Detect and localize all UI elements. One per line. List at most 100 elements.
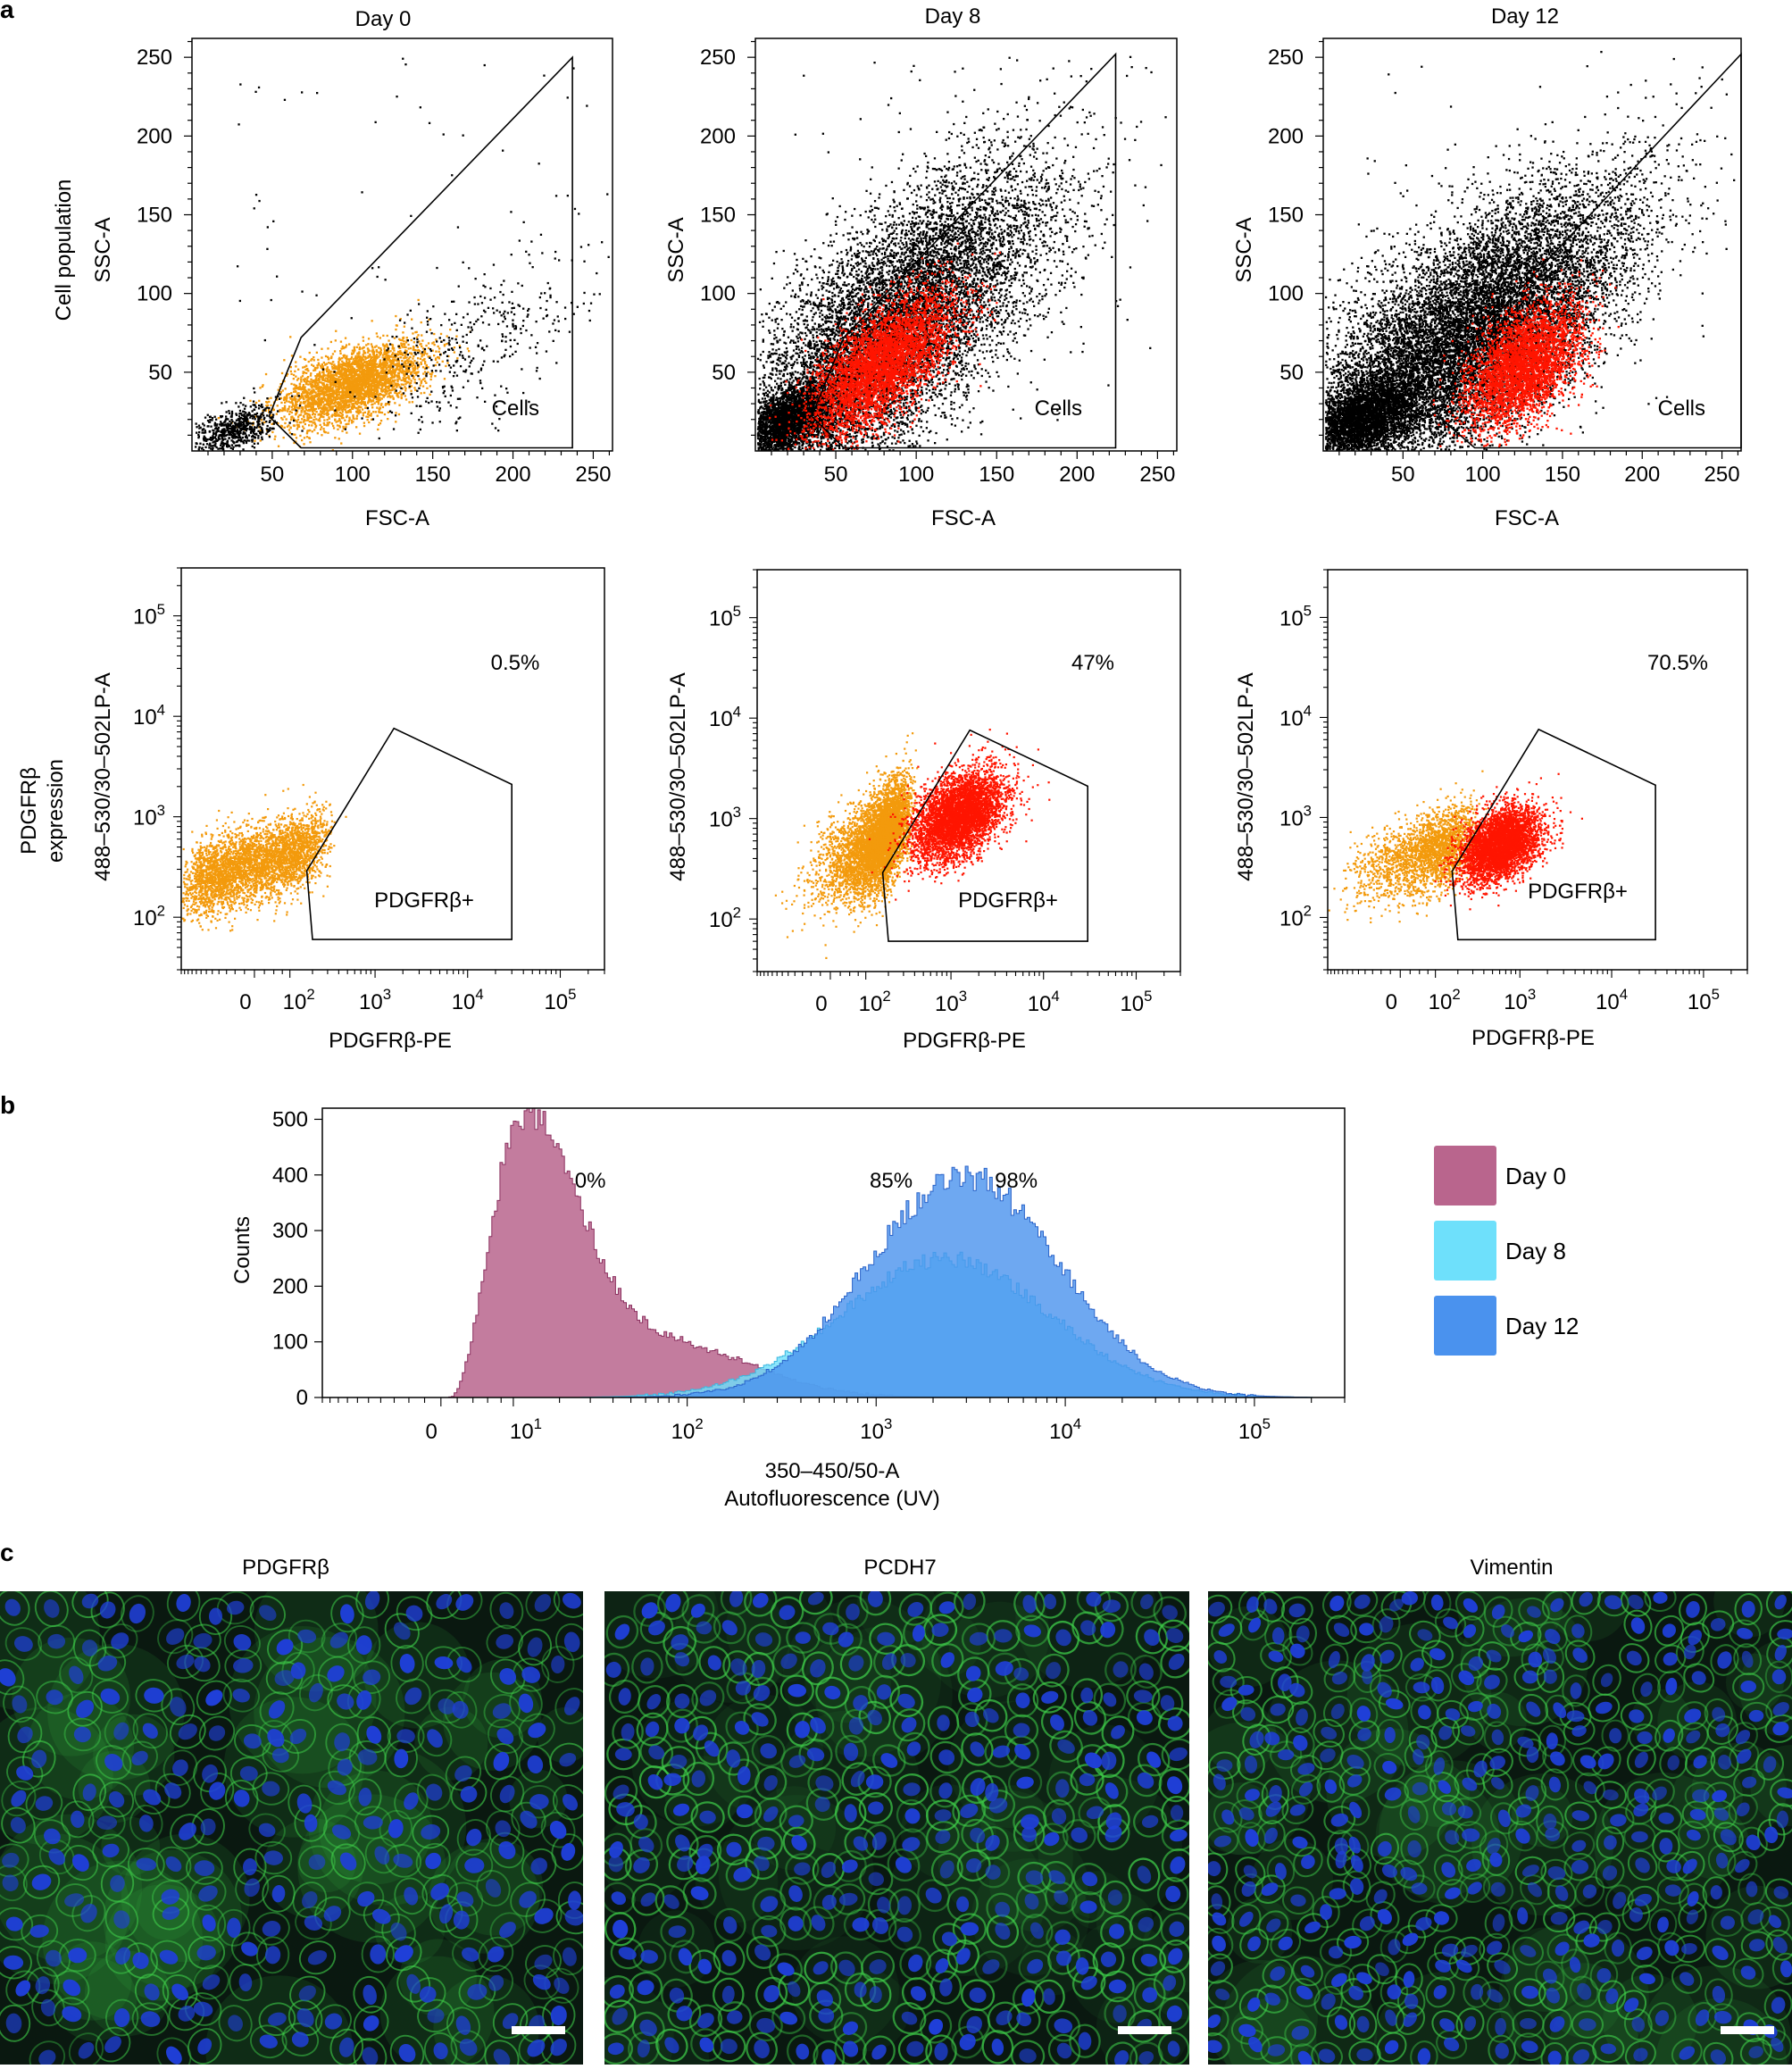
y-tick-label: 104 xyxy=(133,701,165,730)
y-tick-label: 200 xyxy=(700,124,736,148)
y-tick-label: 200 xyxy=(272,1274,308,1298)
y-tick-label: 102 xyxy=(133,902,165,930)
x-tick-label: 200 xyxy=(496,463,531,487)
y-axis-label: SSC-A xyxy=(1232,217,1256,282)
plot-title: Day 12 xyxy=(1491,4,1559,29)
legend: Day 0 Day 8 Day 12 xyxy=(1434,1146,1579,1356)
x-axis-label: FSC-A xyxy=(931,506,996,530)
row-label: Cell population xyxy=(52,179,76,321)
scatter-day0-pdgfrb: PDGFRβ expression 488–530/30–502LP-A PDG… xyxy=(17,568,604,1053)
y-tick-label: 300 xyxy=(272,1219,308,1243)
micrograph-pdgfrb xyxy=(0,1591,583,2065)
y-tick-label: 100 xyxy=(272,1331,308,1355)
y-tick-label: 104 xyxy=(709,703,741,731)
x-tick-label: 103 xyxy=(935,988,967,1016)
percent-label: 0.5% xyxy=(491,651,540,675)
y-tick-label: 150 xyxy=(700,203,736,227)
x-tick-label: 150 xyxy=(979,463,1014,487)
legend-label-day8: Day 8 xyxy=(1505,1238,1566,1264)
y-tick-label: 105 xyxy=(133,601,165,630)
y-tick-label: 102 xyxy=(709,904,741,932)
y-tick-label: 50 xyxy=(1279,361,1304,385)
x-tick-label: 103 xyxy=(860,1415,892,1444)
y-tick-label: 105 xyxy=(1279,603,1312,631)
x-tick-label: 250 xyxy=(1704,463,1740,487)
percent-label: 98% xyxy=(995,1169,1038,1193)
x-tick-label: 50 xyxy=(261,463,285,487)
x-tick-label: 103 xyxy=(1504,986,1536,1014)
scale-bar xyxy=(1118,2026,1171,2034)
x-tick-label: 105 xyxy=(1238,1415,1271,1444)
percent-label: 85% xyxy=(870,1169,913,1193)
y-tick-label: 100 xyxy=(137,282,172,306)
x-tick-label: 200 xyxy=(1059,463,1095,487)
x-tick-label: 250 xyxy=(575,463,611,487)
micrograph-vimentin xyxy=(1208,1591,1792,2065)
y-axis-label: SSC-A xyxy=(664,217,688,282)
y-tick-label: 200 xyxy=(1268,124,1304,148)
x-tick-label: 104 xyxy=(1028,988,1060,1016)
x-tick-label: 105 xyxy=(1120,988,1152,1016)
row-label-line-2: expression xyxy=(44,759,68,863)
gate-label: PDGFRβ+ xyxy=(958,889,1058,913)
gate-label: PDGFRβ+ xyxy=(1528,880,1628,904)
x-axis-label: PDGFRβ-PE xyxy=(329,1029,452,1053)
scale-bar xyxy=(512,2026,565,2034)
y-tick-label: 103 xyxy=(709,804,741,832)
panel-label-a: a xyxy=(0,0,14,23)
x-tick-label: 104 xyxy=(1596,986,1628,1014)
autofluorescence-histogram: Counts 350–450/50-A Autofluorescence (UV… xyxy=(230,1107,1579,1511)
x-tick-label: 100 xyxy=(898,463,934,487)
x-tick-label: 250 xyxy=(1139,463,1175,487)
legend-swatch-day12 xyxy=(1434,1296,1496,1356)
y-tick-label: 150 xyxy=(137,203,172,227)
y-tick-label: 103 xyxy=(133,802,165,830)
percent-label: 70.5% xyxy=(1647,651,1708,675)
y-tick-label: 102 xyxy=(1279,903,1312,931)
y-tick-label: 250 xyxy=(700,46,736,70)
x-tick-label: 105 xyxy=(544,986,576,1014)
micro-title-pdgfrb: PDGFRβ xyxy=(242,1556,329,1580)
x-tick-label: 150 xyxy=(1545,463,1580,487)
x-axis-label: PDGFRβ-PE xyxy=(903,1029,1026,1053)
gate-label: Cells xyxy=(492,396,539,421)
scatter-day0-fsc-ssc: Day 0 Cell population SSC-A FSC-A Cells … xyxy=(52,7,613,530)
micrograph-pcdh7 xyxy=(604,1591,1189,2065)
percent-label: 47% xyxy=(1071,651,1114,675)
y-axis-label: 488–530/30–502LP-A xyxy=(91,672,115,881)
row-label-line-1: PDGFRβ xyxy=(17,767,41,855)
micro-title-vimentin: Vimentin xyxy=(1471,1556,1554,1580)
x-tick-label: 102 xyxy=(671,1415,704,1444)
plot-frame xyxy=(1328,570,1747,970)
scatter-cluster-black xyxy=(757,56,1163,452)
scatter-day8-pdgfrb: 488–530/30–502LP-A PDGFRβ-PE 47% PDGFRβ+… xyxy=(666,570,1180,1053)
y-tick-label: 103 xyxy=(1279,803,1312,831)
scatter-day12-fsc-ssc: Day 12 SSC-A FSC-A Cells 50 100 150 200 250 5… xyxy=(1232,4,1741,530)
micro-title-pcdh7: PCDH7 xyxy=(863,1556,936,1580)
x-tick-label: 0 xyxy=(1386,990,1397,1014)
percent-label: 0% xyxy=(575,1169,606,1193)
y-tick-label: 100 xyxy=(1268,282,1304,306)
x-axis-label: 350–450/50-A xyxy=(765,1459,900,1483)
x-tick-label: 50 xyxy=(1391,463,1415,487)
legend-label-day12: Day 12 xyxy=(1505,1313,1579,1339)
gate-label: Cells xyxy=(1658,396,1705,421)
x-tick-label: 50 xyxy=(824,463,848,487)
legend-swatch-day8 xyxy=(1434,1221,1496,1281)
y-tick-label: 250 xyxy=(137,46,172,70)
y-tick-label: 500 xyxy=(272,1107,308,1131)
x-tick-label: 200 xyxy=(1624,463,1660,487)
y-tick-label: 0 xyxy=(296,1386,308,1410)
legend-swatch-day0 xyxy=(1434,1146,1496,1206)
y-tick-label: 150 xyxy=(1268,203,1304,227)
x-tick-label: 105 xyxy=(1688,986,1720,1014)
scale-bar xyxy=(1721,2026,1774,2034)
x-axis-label: FSC-A xyxy=(1495,506,1559,530)
gate-label: Cells xyxy=(1035,396,1082,421)
y-tick-label: 105 xyxy=(709,603,741,631)
x-tick-label: 0 xyxy=(425,1420,437,1444)
x-axis-label-2: Autofluorescence (UV) xyxy=(724,1487,939,1511)
x-tick-label: 150 xyxy=(415,463,451,487)
y-tick-label: 400 xyxy=(272,1164,308,1188)
